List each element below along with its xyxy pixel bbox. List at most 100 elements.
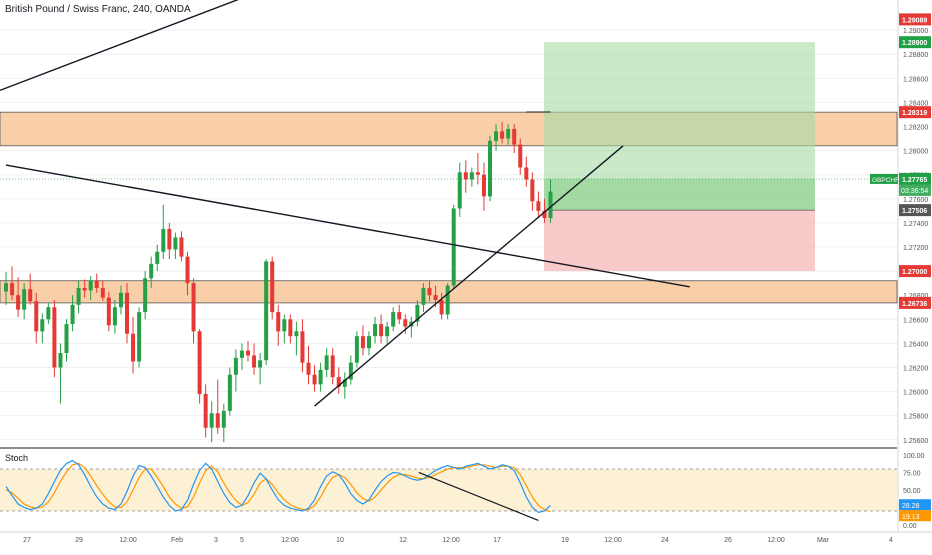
stoch-tick-label: 100.00: [903, 453, 925, 460]
price-tick-label: 1.26000: [903, 390, 928, 397]
candle-body: [112, 307, 117, 326]
candle-body: [469, 172, 474, 180]
candle-body: [481, 174, 486, 197]
price-tick-label: 1.28600: [903, 76, 928, 83]
stoch-tick-label: 50.00: [903, 488, 921, 495]
candle-body: [548, 191, 553, 219]
candle-body: [258, 360, 263, 368]
price-tag: [899, 296, 931, 309]
price-tick-label: 1.26800: [903, 293, 928, 300]
candle-body: [252, 355, 257, 368]
candle-body: [161, 228, 166, 252]
price-tick-label: 1.28000: [903, 149, 928, 156]
candle-body: [173, 237, 178, 250]
loss-zone: [544, 210, 815, 272]
candle-body: [451, 208, 456, 286]
candle-body: [445, 285, 450, 315]
candle-body: [28, 289, 33, 302]
trendline-upper: [0, 0, 239, 92]
time-tick-label: 4: [889, 537, 893, 544]
price-tick-label: 1.28200: [903, 125, 928, 132]
candle-body: [203, 393, 208, 428]
candle-body: [397, 312, 402, 320]
candle-body: [463, 172, 468, 180]
candle-body: [360, 336, 365, 349]
candle-body: [167, 228, 172, 250]
time-tick-label: 5: [240, 537, 244, 544]
price-tag-label: 1.26736: [902, 301, 927, 308]
countdown-tag: [899, 184, 931, 196]
time-tick-label: 3: [214, 537, 218, 544]
candle-body: [324, 355, 329, 370]
candle-body: [300, 331, 305, 363]
stoch-d-line: [5, 462, 551, 513]
stoch-k-line: [5, 459, 551, 514]
price-tag-label: 1.27000: [902, 269, 927, 276]
candle-body: [379, 324, 384, 337]
symbol-tag: [870, 173, 898, 184]
candle-body: [131, 333, 136, 362]
stoch-k-value: 28.28: [902, 503, 920, 510]
price-tick-label: 1.27600: [903, 197, 928, 204]
time-tick-label: 10: [336, 537, 344, 544]
candle-body: [415, 304, 420, 322]
time-tick-label: 26: [724, 537, 732, 544]
candle-body: [542, 210, 547, 219]
candle-body: [76, 287, 81, 305]
candle-body: [40, 319, 45, 332]
candle-body: [270, 261, 275, 313]
price-tick-label: 1.27400: [903, 221, 928, 228]
price-tick-label: 1.26200: [903, 365, 928, 372]
divergence-line-stoch: [418, 471, 539, 521]
stochastic-label: Stoch: [5, 453, 29, 463]
time-tick-label: 12:00: [281, 537, 299, 544]
candle-body: [367, 336, 371, 349]
price-tag: [899, 172, 931, 185]
candle-body: [233, 357, 238, 375]
candle-body: [22, 289, 27, 310]
time-tick-label: 12:00: [604, 537, 622, 544]
candle-body: [88, 280, 93, 291]
candle-body: [64, 324, 69, 354]
candle-body: [506, 128, 511, 139]
candle-body: [264, 261, 269, 361]
price-tick-label: 1.28800: [903, 52, 928, 59]
candle-body: [373, 324, 378, 337]
price-tag-label: 1.28900: [902, 40, 927, 47]
candle-body: [106, 297, 111, 326]
candle-body: [149, 263, 154, 279]
profit-zone: [544, 42, 815, 211]
candle-body: [125, 292, 129, 334]
candle-body: [94, 280, 99, 288]
candle-body: [330, 355, 335, 378]
candle-body: [312, 374, 317, 385]
candle-body: [518, 144, 523, 168]
candle-body: [348, 362, 353, 380]
candle-body: [70, 304, 75, 325]
candle-body: [421, 287, 426, 305]
candle-body: [246, 350, 250, 356]
candle-body: [457, 172, 462, 209]
candle-body: [488, 140, 492, 197]
candle-body: [46, 307, 51, 320]
candle-body: [306, 362, 311, 375]
time-tick-label: 12:00: [119, 537, 137, 544]
candle-body: [58, 353, 63, 368]
candle-body: [209, 413, 214, 428]
chart-title: British Pound / Swiss Franc, 240, OANDA: [5, 4, 191, 15]
price-tick-label: 1.26600: [903, 317, 928, 324]
candle-body: [391, 312, 396, 327]
candle-body: [288, 319, 293, 337]
time-tick-label: 12:00: [767, 537, 785, 544]
time-tick-label: 17: [493, 537, 501, 544]
price-tag-label: 1.29089: [902, 17, 927, 24]
candle-body: [239, 350, 244, 358]
candle-body: [221, 410, 226, 428]
candle-body: [155, 251, 160, 264]
candle-body: [336, 377, 341, 387]
open-pnl-zone: [544, 178, 815, 211]
candle-body: [512, 128, 517, 145]
candle-body: [100, 287, 105, 298]
candle-body: [52, 307, 57, 368]
